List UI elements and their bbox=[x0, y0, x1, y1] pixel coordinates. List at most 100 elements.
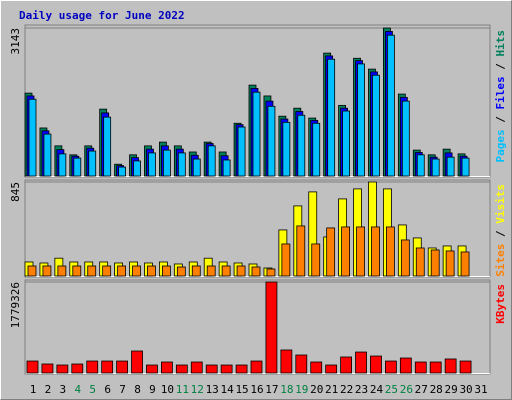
bar bbox=[28, 98, 37, 177]
x-tick-label: 11 bbox=[176, 383, 189, 396]
bar bbox=[372, 74, 380, 177]
x-tick-label: 22 bbox=[340, 383, 353, 396]
x-tick-label: 15 bbox=[235, 383, 248, 396]
bar bbox=[386, 34, 395, 177]
bar bbox=[177, 152, 186, 177]
legend-separator: / bbox=[494, 224, 507, 244]
x-tick-label: 31 bbox=[474, 383, 487, 396]
bar bbox=[399, 357, 412, 374]
bar bbox=[160, 361, 173, 374]
bar bbox=[267, 105, 276, 177]
bar bbox=[327, 58, 336, 177]
x-tick-label: 25 bbox=[385, 383, 398, 396]
legend-entry: Pages bbox=[494, 129, 507, 162]
x-tick-label: 16 bbox=[250, 383, 263, 396]
bar bbox=[132, 265, 141, 277]
bar bbox=[87, 265, 97, 277]
bar bbox=[148, 152, 156, 177]
bar bbox=[191, 265, 201, 277]
bar bbox=[446, 156, 455, 177]
bar bbox=[237, 126, 246, 177]
bar bbox=[401, 100, 410, 177]
bar bbox=[236, 265, 246, 277]
x-tick-label: 20 bbox=[310, 383, 323, 396]
legend-separator: / bbox=[494, 110, 507, 130]
x-tick-label: 2 bbox=[45, 383, 52, 396]
x-tick-label: 10 bbox=[161, 383, 174, 396]
bar bbox=[27, 265, 37, 277]
bar bbox=[235, 364, 248, 374]
bar bbox=[415, 247, 425, 277]
bar bbox=[384, 360, 397, 374]
panel bbox=[24, 279, 491, 375]
x-tick-label: 19 bbox=[295, 383, 308, 396]
bar bbox=[220, 364, 233, 374]
bar bbox=[190, 361, 203, 374]
bar bbox=[43, 133, 52, 177]
x-tick-label: 21 bbox=[325, 383, 338, 396]
bar bbox=[162, 149, 171, 177]
bar bbox=[265, 281, 278, 374]
bar bbox=[103, 116, 112, 177]
bar bbox=[414, 361, 427, 374]
bar bbox=[341, 226, 351, 277]
x-tick-label: 27 bbox=[415, 383, 428, 396]
bar bbox=[445, 250, 455, 277]
legend-entry: Sites bbox=[494, 244, 507, 277]
legend-entry: Hits bbox=[494, 30, 507, 57]
bar bbox=[371, 226, 380, 277]
bar bbox=[444, 358, 457, 374]
bar bbox=[252, 91, 261, 177]
x-tick-label: 17 bbox=[265, 383, 278, 396]
bar bbox=[146, 364, 158, 374]
x-tick-label: 4 bbox=[74, 383, 81, 396]
bar bbox=[296, 225, 306, 277]
bar bbox=[26, 360, 39, 374]
bar bbox=[73, 157, 82, 177]
x-tick-label: 6 bbox=[104, 383, 111, 396]
bar bbox=[147, 265, 156, 277]
x-tick-label: 12 bbox=[191, 383, 204, 396]
bar bbox=[57, 265, 67, 277]
legend-entry: KBytes bbox=[494, 284, 507, 324]
bar bbox=[133, 160, 141, 177]
bar bbox=[356, 226, 365, 277]
legend-separator: / bbox=[494, 57, 507, 77]
bar bbox=[86, 360, 99, 374]
bar bbox=[131, 350, 143, 374]
bar bbox=[251, 266, 261, 277]
legend-label: Sites / Visits bbox=[494, 184, 507, 277]
panel bbox=[24, 179, 491, 278]
bar bbox=[102, 265, 112, 277]
bar bbox=[206, 265, 216, 277]
bar bbox=[459, 360, 472, 374]
bar bbox=[370, 355, 382, 374]
x-tick-label: 3 bbox=[60, 383, 67, 396]
bar bbox=[281, 243, 291, 277]
x-tick-label: 30 bbox=[459, 383, 472, 396]
x-tick-label: 28 bbox=[430, 383, 443, 396]
bar bbox=[72, 265, 82, 277]
x-tick-label: 7 bbox=[119, 383, 126, 396]
bar bbox=[355, 351, 367, 374]
bar bbox=[175, 364, 188, 374]
x-tick-label: 24 bbox=[370, 383, 384, 396]
bar bbox=[41, 363, 54, 374]
bar bbox=[431, 158, 440, 177]
x-tick-label: 9 bbox=[149, 383, 156, 396]
chart-title: Daily usage for June 2022 bbox=[19, 9, 185, 22]
bar bbox=[357, 63, 365, 177]
x-tick-label: 29 bbox=[445, 383, 458, 396]
legend-entry: Files bbox=[494, 76, 507, 109]
x-tick-label: 23 bbox=[355, 383, 368, 396]
x-tick-label: 26 bbox=[400, 383, 413, 396]
bar bbox=[176, 266, 186, 277]
bar bbox=[88, 150, 97, 177]
bar bbox=[42, 265, 52, 277]
x-tick-label: 1 bbox=[30, 383, 37, 396]
legend-label: Pages / Files / Hits bbox=[494, 30, 507, 163]
x-tick-label: 13 bbox=[206, 383, 219, 396]
bar bbox=[221, 265, 231, 277]
bar bbox=[118, 166, 126, 177]
